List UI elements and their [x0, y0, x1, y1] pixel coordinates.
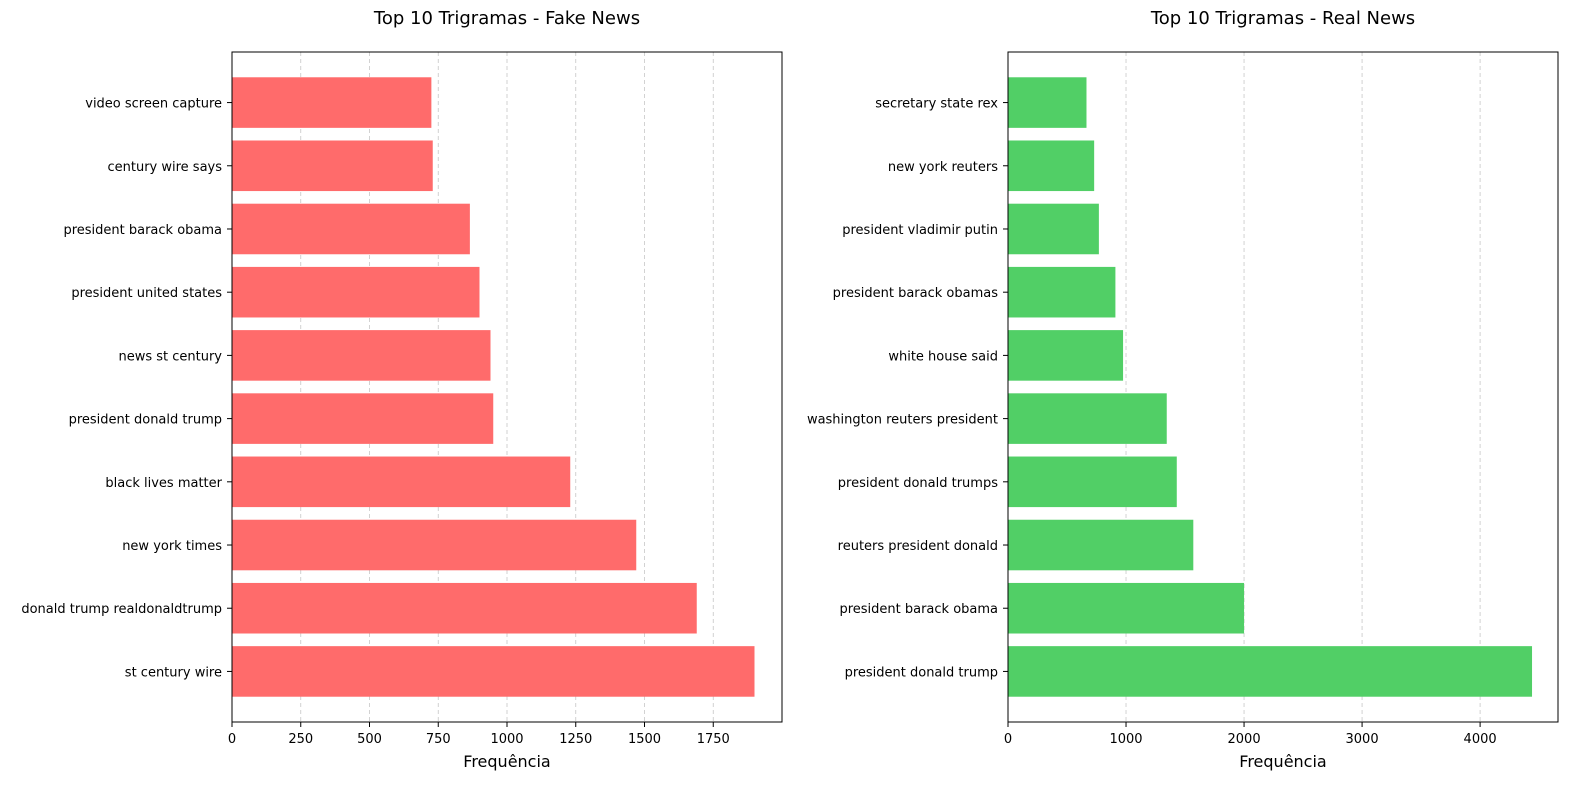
- real-news-axes: 0 1000 2000 3000 4000 president donald trump p…: [807, 51, 1559, 747]
- real-news-bar: [1008, 266, 1116, 318]
- fake-news-category-label: president barack obama: [63, 223, 222, 238]
- real-news-x-tick-label: 1000: [1109, 732, 1142, 747]
- real-news-bars: [1008, 77, 1533, 697]
- real-news-x-tick-label: 3000: [1346, 732, 1379, 747]
- fake-news-category-label: donald trump realdonaldtrump: [21, 602, 222, 617]
- real-news-x-axis-label: Frequência: [1239, 752, 1326, 771]
- real-news-bar: [1008, 582, 1245, 634]
- fake-news-chart-title: Top 10 Trigramas - Fake News: [373, 8, 640, 29]
- fake-news-category-label: president united states: [71, 286, 222, 301]
- real-news-category-label: president donald trumps: [838, 476, 998, 491]
- real-news-category-label: reuters president donald: [838, 539, 998, 554]
- fake-news-category-label: black lives matter: [105, 476, 222, 491]
- real-news-chart: Top 10 Trigramas - Real News Frequência …: [807, 8, 1559, 771]
- fake-news-x-tick-label: 1000: [490, 732, 523, 747]
- real-news-chart-title: Top 10 Trigramas - Real News: [1150, 8, 1415, 29]
- fake-news-category-label: president donald trump: [69, 413, 222, 428]
- real-news-bar: [1008, 77, 1087, 128]
- real-news-category-label: president vladimir putin: [842, 223, 998, 238]
- fake-news-x-tick-label: 750: [426, 732, 451, 747]
- fake-news-category-label: new york times: [122, 539, 222, 554]
- real-news-x-tick-label: 2000: [1228, 732, 1261, 747]
- fake-news-bar: [232, 456, 571, 508]
- fake-news-x-tick-label: 250: [288, 732, 313, 747]
- fake-news-bar: [232, 77, 432, 128]
- fake-news-chart: Top 10 Trigramas - Fake News Frequência …: [21, 8, 783, 771]
- fake-news-axes: 0 250 500 750 1000 1250 1500 1750 st century wir…: [21, 51, 783, 747]
- fake-news-bars: [232, 77, 755, 697]
- fake-news-bar: [232, 203, 470, 255]
- fake-news-category-label: video screen capture: [85, 97, 222, 112]
- real-news-bar: [1008, 203, 1099, 255]
- real-news-x-tick-label: 0: [1004, 732, 1012, 747]
- real-news-bar: [1008, 330, 1124, 381]
- fake-news-category-label: century wire says: [107, 160, 222, 175]
- real-news-bar: [1008, 456, 1177, 508]
- fake-news-plot-frame: [231, 51, 783, 723]
- real-news-category-label: president donald trump: [845, 665, 998, 680]
- fake-news-x-axis-label: Frequência: [463, 752, 550, 771]
- real-news-category-label: president barack obama: [839, 602, 998, 617]
- fake-news-x-tick-label: 500: [357, 732, 382, 747]
- fake-news-x-tick-label: 1750: [697, 732, 730, 747]
- fake-news-bar: [232, 582, 697, 634]
- real-news-category-label: new york reuters: [888, 160, 998, 175]
- fake-news-x-tick-label: 0: [228, 732, 236, 747]
- fake-news-bar: [232, 519, 637, 571]
- real-news-category-label: secretary state rex: [875, 97, 998, 112]
- fake-news-bar: [232, 266, 480, 318]
- fake-news-bar: [232, 330, 491, 381]
- real-news-bar: [1008, 519, 1194, 571]
- fake-news-bar: [232, 140, 433, 192]
- fake-news-bar: [232, 393, 494, 444]
- real-news-bar: [1008, 393, 1167, 444]
- real-news-bar: [1008, 646, 1533, 697]
- real-news-category-label: washington reuters president: [807, 413, 998, 428]
- real-news-bar: [1008, 140, 1095, 192]
- real-news-plot-frame: [1007, 51, 1559, 723]
- fake-news-bar: [232, 646, 755, 697]
- fake-news-category-label: st century wire: [125, 665, 222, 680]
- real-news-category-label: president barack obamas: [833, 286, 999, 301]
- fake-news-x-tick-label: 1500: [628, 732, 661, 747]
- fake-news-x-tick-label: 1250: [559, 732, 592, 747]
- real-news-category-label: white house said: [888, 349, 998, 364]
- real-news-x-tick-label: 4000: [1464, 732, 1497, 747]
- fake-news-category-label: news st century: [118, 349, 222, 364]
